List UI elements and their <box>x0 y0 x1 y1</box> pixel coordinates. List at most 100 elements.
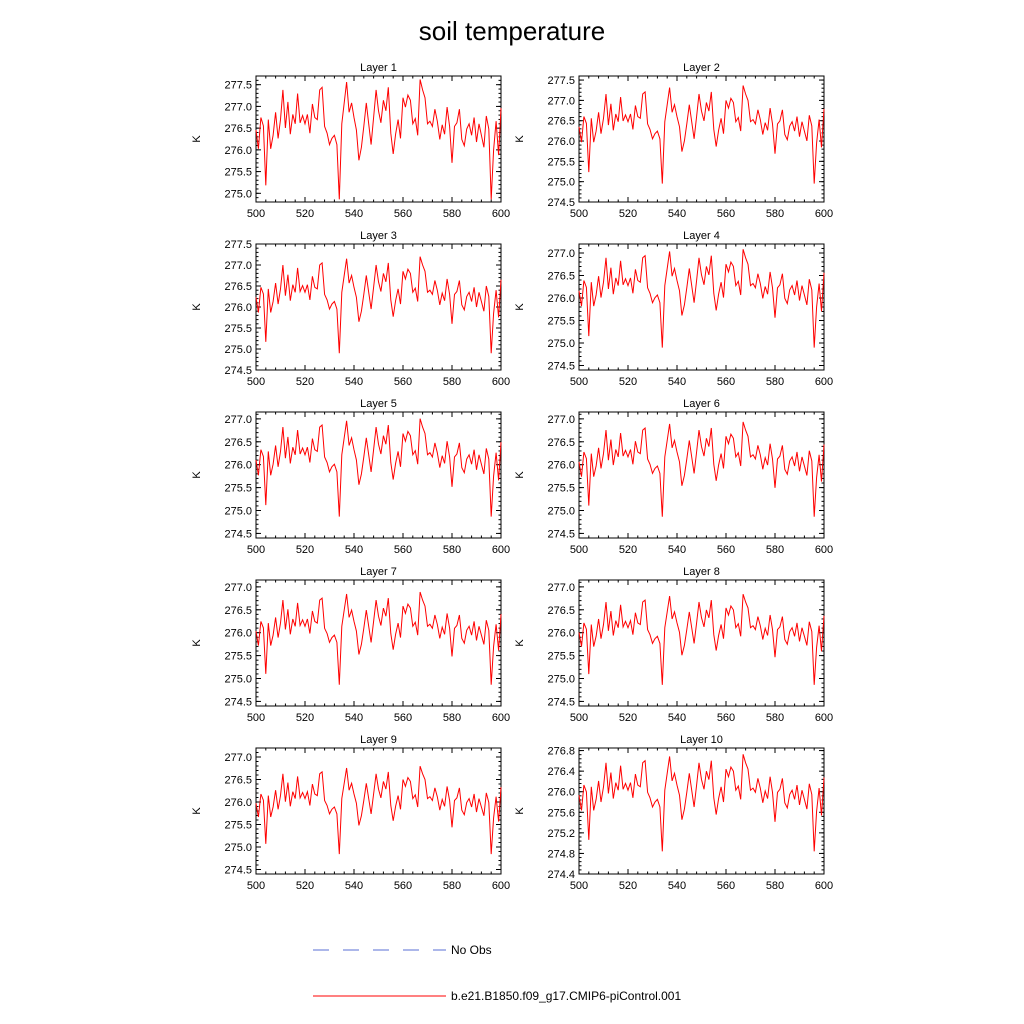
panel-title: Layer 6 <box>683 398 720 410</box>
x-tick-label: 600 <box>815 544 833 556</box>
x-tick-label: 560 <box>394 544 412 556</box>
y-tick-label: 276.5 <box>547 271 575 283</box>
x-tick-label: 520 <box>619 208 637 220</box>
y-tick-label: 276.5 <box>547 437 575 449</box>
x-tick-label: 500 <box>570 880 588 892</box>
y-tick-label: 275.5 <box>224 167 252 179</box>
x-tick-label: 540 <box>668 208 686 220</box>
figure-title: soil temperature <box>419 16 605 46</box>
x-tick-label: 580 <box>766 880 784 892</box>
x-tick-label: 560 <box>717 880 735 892</box>
y-tick-label: 277.0 <box>224 582 252 594</box>
plot-frame <box>255 747 502 875</box>
panel-layer-4: Layer 4 500 520 540 560 580 600 274.5 275.0 275.5… <box>514 230 833 388</box>
plot-frame <box>578 747 825 875</box>
x-tick-label: 580 <box>766 712 784 724</box>
y-tick-label: 276.5 <box>224 605 252 617</box>
x-tick-label: 580 <box>443 880 461 892</box>
y-tick-label: 275.6 <box>547 807 575 819</box>
x-tick-label: 580 <box>443 208 461 220</box>
y-tick-label: 275.2 <box>547 828 575 840</box>
x-tick-label: 540 <box>345 712 363 724</box>
x-tick-label: 560 <box>394 712 412 724</box>
y-tick-label: 276.4 <box>547 766 575 778</box>
y-tick-label: 275.5 <box>547 483 575 495</box>
panel-layer-9: Layer 9 500 520 540 560 580 600 274.5 275.0 275.5… <box>191 734 510 892</box>
y-tick-label: 275.0 <box>224 344 252 356</box>
y-tick-label: 275.5 <box>224 820 252 832</box>
y-tick-label: 276.0 <box>547 293 575 305</box>
y-tick-label: 276.5 <box>224 437 252 449</box>
y-tick-label: 277.0 <box>224 260 252 272</box>
plot-frame <box>255 243 502 371</box>
plot-frame <box>578 411 825 539</box>
x-tick-label: 500 <box>570 208 588 220</box>
y-tick-label: 276.5 <box>547 605 575 617</box>
y-tick-label: 274.5 <box>224 365 252 377</box>
x-tick-label: 540 <box>668 880 686 892</box>
y-tick-label: 274.4 <box>547 869 575 881</box>
y-tick-label: 276.0 <box>224 797 252 809</box>
series-line-model <box>255 256 502 354</box>
panel-layer-6: Layer 6 500 520 540 560 580 600 274.5 275.0 275.5… <box>514 398 833 556</box>
panel-layer-3: Layer 3 500 520 540 560 580 600 274.5 275.0 275.5… <box>191 230 510 388</box>
y-tick-label: 275.0 <box>224 842 252 854</box>
panel-title: Layer 1 <box>360 62 397 74</box>
x-tick-label: 500 <box>570 712 588 724</box>
series-line-model <box>578 85 825 184</box>
panel-title: Layer 5 <box>360 398 397 410</box>
y-axis-label: K <box>514 471 526 479</box>
x-tick-label: 560 <box>394 376 412 388</box>
y-axis-label: K <box>514 807 526 815</box>
y-axis-label: K <box>514 135 526 143</box>
x-tick-label: 500 <box>247 208 265 220</box>
panel-title: Layer 8 <box>683 566 720 578</box>
x-tick-label: 520 <box>296 376 314 388</box>
panel-layer-10: Layer 10 500 520 540 560 580 600 274.4 274.8 275.… <box>514 734 833 892</box>
x-tick-label: 500 <box>247 376 265 388</box>
x-tick-label: 500 <box>247 880 265 892</box>
y-tick-label: 277.5 <box>547 75 575 87</box>
x-tick-label: 560 <box>717 208 735 220</box>
x-tick-label: 600 <box>492 376 510 388</box>
plot-frame <box>578 579 825 707</box>
y-tick-label: 276.0 <box>224 628 252 640</box>
y-tick-label: 276.0 <box>547 787 575 799</box>
x-tick-label: 600 <box>492 544 510 556</box>
x-tick-label: 560 <box>717 376 735 388</box>
x-tick-label: 540 <box>668 376 686 388</box>
x-tick-label: 500 <box>247 712 265 724</box>
y-tick-label: 275.5 <box>224 323 252 335</box>
x-tick-label: 580 <box>766 208 784 220</box>
series-line-model <box>578 754 825 852</box>
plot-frame <box>255 75 502 203</box>
y-tick-label: 277.0 <box>224 752 252 764</box>
series-line-model <box>578 421 825 517</box>
y-tick-label: 275.0 <box>224 506 252 518</box>
y-tick-label: 277.0 <box>547 414 575 426</box>
y-tick-label: 276.0 <box>224 460 252 472</box>
panel-layer-5: Layer 5 500 520 540 560 580 600 274.5 275.0 275.5… <box>191 398 510 556</box>
panel-layer-1: Layer 1 500 520 540 560 580 600 275.0 275.5 276.0… <box>191 62 510 220</box>
y-tick-label: 275.0 <box>547 177 575 189</box>
y-tick-label: 276.8 <box>547 746 575 758</box>
y-tick-label: 276.0 <box>224 302 252 314</box>
panel-layer-8: Layer 8 500 520 540 560 580 600 274.5 275.0 275.5… <box>514 566 833 724</box>
x-tick-label: 580 <box>443 544 461 556</box>
x-tick-label: 560 <box>717 712 735 724</box>
plot-frame <box>255 411 502 539</box>
panel-title: Layer 4 <box>683 230 720 242</box>
panel-title: Layer 10 <box>680 734 723 746</box>
y-tick-label: 276.5 <box>224 775 252 787</box>
panel-layer-2: Layer 2 500 520 540 560 580 600 274.5 275.0 275.5… <box>514 62 833 220</box>
x-tick-label: 600 <box>815 712 833 724</box>
x-tick-label: 540 <box>345 208 363 220</box>
y-tick-label: 275.5 <box>547 156 575 168</box>
x-tick-label: 520 <box>619 544 637 556</box>
x-tick-label: 520 <box>296 208 314 220</box>
y-tick-label: 276.5 <box>224 123 252 135</box>
y-axis-label: K <box>191 639 203 647</box>
panel-layer-7: Layer 7 500 520 540 560 580 600 274.5 275.0 275.5… <box>191 566 510 724</box>
y-tick-label: 275.0 <box>224 674 252 686</box>
